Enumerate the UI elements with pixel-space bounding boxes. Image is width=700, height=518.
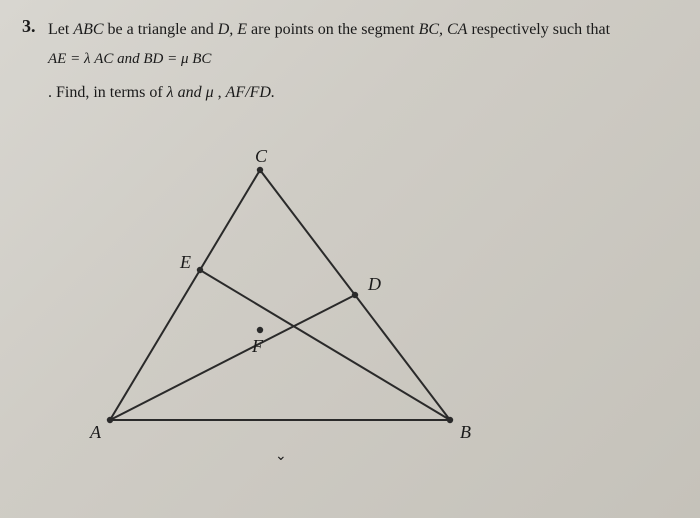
text-find: . Find, in terms of xyxy=(48,84,167,101)
text-de: D, E xyxy=(218,21,247,38)
triangle-diagram: A B C D E F ⌄ xyxy=(80,140,500,470)
text-suffix1: respectively such that xyxy=(467,21,610,38)
problem-line-1: Let ABC be a triangle and D, E are point… xyxy=(48,18,670,42)
problem-line-3: . Find, in terms of λ and μ , AF/FD. xyxy=(48,81,670,105)
svg-text:D: D xyxy=(367,274,381,294)
text-affd: AF/FD. xyxy=(226,84,275,101)
svg-text:⌄: ⌄ xyxy=(275,449,287,464)
svg-text:F: F xyxy=(251,336,264,356)
svg-text:A: A xyxy=(89,422,102,442)
question-number: 3. xyxy=(22,16,36,37)
problem-line-2: AE = λ AC and BD = μ BC xyxy=(48,48,670,71)
text-let: Let xyxy=(48,21,73,38)
text-mid1: be a triangle and xyxy=(104,21,218,38)
diagram-svg: A B C D E F ⌄ xyxy=(80,140,500,470)
text-lambdamu: λ and μ xyxy=(167,84,214,101)
text-bcca: BC, CA xyxy=(419,21,468,38)
text-mid2: are points on the segment xyxy=(247,21,419,38)
text-abc: ABC xyxy=(73,21,103,38)
svg-text:B: B xyxy=(460,422,471,442)
svg-text:C: C xyxy=(255,146,268,166)
svg-text:E: E xyxy=(179,252,191,272)
page-surface: 3. Let ABC be a triangle and D, E are po… xyxy=(0,0,700,518)
text-comma: , xyxy=(214,84,226,101)
